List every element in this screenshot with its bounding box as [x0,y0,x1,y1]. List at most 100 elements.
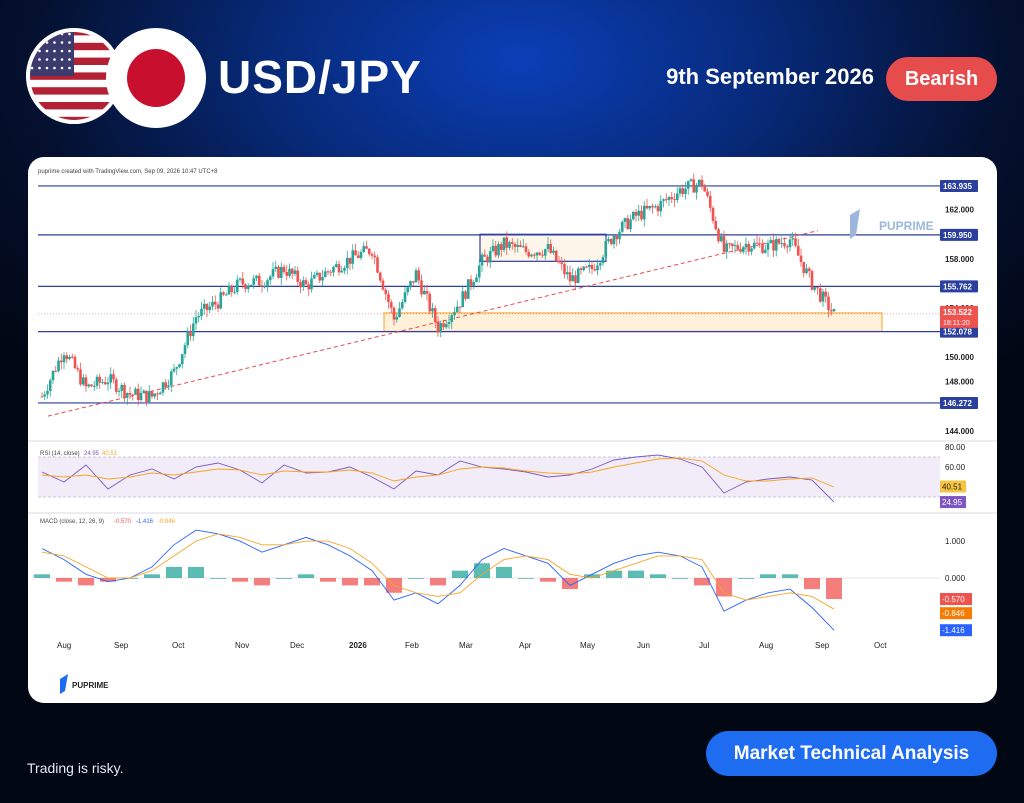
price-candle [307,284,311,290]
current-price-tag [940,305,978,328]
price-candle [717,229,720,242]
price-candle [403,292,407,303]
price-candle [777,239,781,244]
macd-hist-value: -0.570 [114,519,132,525]
price-candle [233,291,236,293]
price-candle [708,195,712,208]
price-candle [161,382,165,393]
price-candle [557,260,561,263]
price-candle [472,282,476,286]
macd-histogram-bar [782,574,798,578]
price-candle [832,308,836,312]
macd-histogram-bar [56,578,72,582]
price-candle [134,388,137,395]
price-candle [230,285,234,292]
price-candle [516,245,520,247]
price-candle [244,284,247,289]
price-candle [359,252,363,258]
macd-tick-label: 0.000 [945,574,966,583]
price-candle [642,205,646,220]
rsi-value: 24.95 [84,451,100,457]
price-candle [167,385,170,387]
watermark-text: PUPRIME [879,219,934,233]
macd-histogram-bar [716,578,732,597]
price-candle [497,244,500,256]
price-candle [667,197,671,200]
price-candle [791,238,795,240]
price-candle [576,268,580,283]
price-candle [191,323,195,337]
rsi-band [38,457,940,497]
price-candle [128,393,132,395]
macd-histogram-bar [804,578,820,590]
price-candle [692,179,696,193]
price-candle [409,281,412,288]
price-candle [323,271,327,278]
price-candle [109,374,113,383]
macd-histogram-bar [78,578,94,586]
candle-countdown-label: 18:11:20 [943,320,970,327]
price-tick-label: 158.000 [945,255,974,264]
market-analysis-button[interactable]: Market Technical Analysis [706,731,997,776]
time-axis-label: Sep [815,641,830,650]
price-candle [337,264,341,273]
macd-histogram-bar [474,563,490,578]
price-candle [200,308,203,317]
price-candle [662,199,665,201]
price-candle [648,205,652,209]
price-candle [739,249,742,252]
level-price-tag [940,280,978,293]
macd-histogram-bar [210,578,226,579]
price-candle [142,390,146,393]
price-candle [532,254,536,256]
time-axis-label: Sep [114,641,129,650]
price-candle [172,368,176,372]
price-candle [321,277,324,281]
price-candle [706,191,709,196]
macd-histogram-bar [606,570,622,578]
price-candle [46,390,49,395]
price-candle [508,242,511,248]
rsi-title: RSI (14, close) [40,451,80,457]
price-candle [728,243,731,245]
price-candle [719,236,723,242]
price-candle [659,200,663,212]
price-candle [343,267,346,271]
price-candle [695,184,698,193]
price-candle [612,235,616,245]
price-candle [645,205,649,209]
price-candle [673,199,676,201]
price-candle [411,281,415,283]
price-candle [615,235,619,240]
price-candle [40,396,44,398]
price-candle [587,264,591,268]
time-axis-label: Jul [699,641,709,650]
price-candle [763,249,767,253]
chart-svg: puprime created with TradingView.com, Se… [28,169,997,694]
price-candle [213,301,217,305]
macd-histogram-bar [540,578,556,582]
price-candle [810,271,814,290]
price-candle [103,382,107,385]
rsi-last-value-tag [940,480,966,493]
price-candle [821,291,825,302]
price-candle [678,188,682,194]
price-candle [538,252,542,255]
price-candle [807,268,811,272]
macd-tick-label: 1.000 [945,537,966,546]
price-candle [81,377,85,385]
price-candle [238,278,242,280]
price-candle [805,268,808,274]
time-axis-label: Feb [405,641,419,650]
macd-line-value: -1.416 [136,519,154,525]
price-candle [57,360,60,372]
price-candle [260,285,264,287]
risk-disclaimer: Trading is risky. [27,760,124,776]
price-candle [750,248,753,252]
price-candle [827,296,830,311]
price-candle [252,278,256,285]
price-candle [271,269,275,277]
price-candle [378,272,382,281]
macd-histogram-bar [826,578,842,600]
macd-histogram-bar [298,574,314,578]
